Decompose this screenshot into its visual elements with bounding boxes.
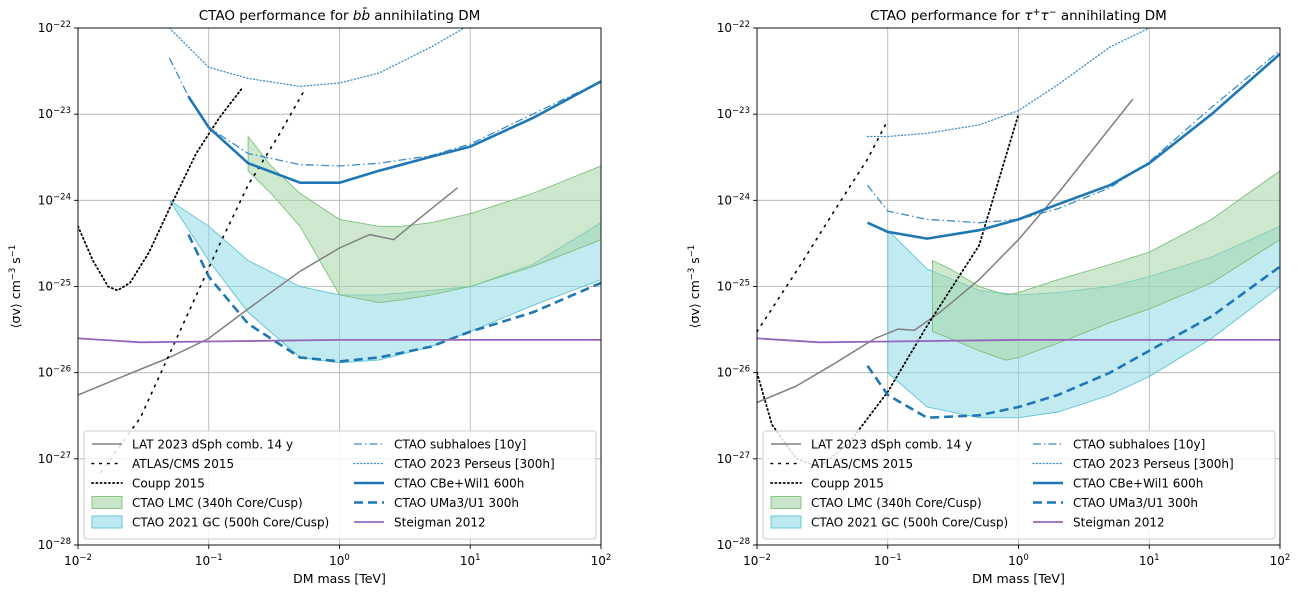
y-tick-label: 10−22 xyxy=(38,20,71,35)
x-axis-label: DM mass [TeV] xyxy=(293,571,386,586)
legend-entry: CTAO LMC (340h Core/Cusp) xyxy=(770,496,982,510)
x-tick-label: 10−2 xyxy=(64,553,92,568)
legend-box xyxy=(762,430,1276,540)
y-tick-label: 10−22 xyxy=(717,20,750,35)
band-ctao-lmc-340h-core-cusp- xyxy=(932,170,1280,361)
legend: LAT 2023 dSph comb. 14 y ATLAS/CMS 2015 Co… xyxy=(83,430,597,540)
legend-label: CTAO 2023 Perseus [300h] xyxy=(1073,457,1234,471)
x-tick-label: 10−1 xyxy=(195,553,223,568)
y-axis-label: ⟨σv⟩ cm−3 s−1 xyxy=(687,245,702,329)
series-coupp-2015 xyxy=(78,87,243,292)
legend-entry: CTAO UMa3/U1 300h xyxy=(354,496,519,510)
legend-swatch xyxy=(770,496,802,509)
chart-title: CTAO performance for bb̄ annihilating DM xyxy=(199,7,481,24)
y-tick-label: 10−26 xyxy=(38,365,71,380)
legend-label: Steigman 2012 xyxy=(394,516,486,530)
legend-entry: CTAO 2023 Perseus [300h] xyxy=(353,457,555,471)
legend-entry: CTAO CBe+Wil1 600h xyxy=(1033,477,1203,491)
legend-entry: CTAO subhaloes [10y] xyxy=(354,438,526,452)
legend-entry: CTAO CBe+Wil1 600h xyxy=(354,477,524,491)
legend-label: Steigman 2012 xyxy=(1073,516,1165,530)
series-ctao-cbe-wil1-600h xyxy=(187,80,601,184)
legend-label: CTAO UMa3/U1 300h xyxy=(1073,496,1198,510)
legend-label: CTAO subhaloes [10y] xyxy=(394,438,526,452)
legend-swatch xyxy=(91,496,123,509)
legend-entry: CTAO 2021 GC (500h Core/Cusp) xyxy=(91,515,329,530)
chart-title: CTAO performance for τ+τ− annihilating D… xyxy=(870,7,1167,25)
legend-swatch xyxy=(770,515,802,529)
series-lat-2023-dsph-comb-14-y xyxy=(757,98,1134,404)
x-tick-label: 101 xyxy=(1139,553,1160,568)
x-tick-label: 101 xyxy=(460,553,481,568)
legend-label: CTAO subhaloes [10y] xyxy=(1073,438,1205,452)
legend-entry: Coupp 2015 xyxy=(770,477,884,491)
y-tick-label: 10−28 xyxy=(717,537,750,552)
legend-entry: LAT 2023 dSph comb. 14 y xyxy=(92,438,293,452)
series-atlas-cms-2015 xyxy=(757,119,889,333)
chart-panel-1: 10−2 10−1 100 101 102 10−28 10−27 10−26 10−25 10−… xyxy=(8,7,611,586)
series-ctao-subhaloes-10y- xyxy=(866,49,1280,224)
legend-entry: CTAO LMC (340h Core/Cusp) xyxy=(91,496,303,510)
y-tick-label: 10−27 xyxy=(717,451,750,466)
series-ctao-uma3-u1-300h xyxy=(866,265,1280,419)
legend-label: CTAO CBe+Wil1 600h xyxy=(1073,477,1203,491)
y-tick-label: 10−25 xyxy=(38,279,71,294)
x-tick-label: 102 xyxy=(591,553,612,568)
legend-entry: CTAO UMa3/U1 300h xyxy=(1033,496,1198,510)
y-tick-label: 10−25 xyxy=(717,279,750,294)
legend-entry: Coupp 2015 xyxy=(91,477,205,491)
legend-label: ATLAS/CMS 2015 xyxy=(132,457,234,471)
legend: LAT 2023 dSph comb. 14 y ATLAS/CMS 2015 Co… xyxy=(762,430,1276,540)
x-tick-label: 10−1 xyxy=(874,553,902,568)
series-lat-2023-dsph-comb-14-y xyxy=(78,187,459,396)
legend-swatch xyxy=(91,515,123,529)
series-steigman-2012 xyxy=(757,337,1280,344)
legend-label: CTAO CBe+Wil1 600h xyxy=(394,477,524,491)
legend-label: CTAO 2021 GC (500h Core/Cusp) xyxy=(811,516,1008,530)
series-steigman-2012 xyxy=(78,337,601,344)
series-ctao-2023-perseus-300h- xyxy=(168,28,466,88)
legend-label: Coupp 2015 xyxy=(811,477,884,491)
x-tick-label: 10−2 xyxy=(743,553,771,568)
chart-panel-2: 10−2 10−1 100 101 102 10−28 10−27 10−26 10−25 10−… xyxy=(687,7,1290,587)
y-tick-label: 10−23 xyxy=(717,106,750,121)
legend-label: CTAO 2021 GC (500h Core/Cusp) xyxy=(132,516,329,530)
legend-label: CTAO LMC (340h Core/Cusp) xyxy=(811,496,982,510)
legend-label: CTAO LMC (340h Core/Cusp) xyxy=(132,496,303,510)
legend-entry: CTAO 2021 GC (500h Core/Cusp) xyxy=(770,515,1008,530)
x-axis-label: DM mass [TeV] xyxy=(972,571,1065,586)
y-tick-label: 10−24 xyxy=(717,192,750,207)
y-axis-label: ⟨σv⟩ cm−3 s−1 xyxy=(8,245,23,329)
legend-entry: CTAO subhaloes [10y] xyxy=(1033,438,1205,452)
legend-label: ATLAS/CMS 2015 xyxy=(811,457,913,471)
x-tick-label: 100 xyxy=(1008,553,1029,568)
legend-label: LAT 2023 dSph comb. 14 y xyxy=(132,438,293,452)
legend-box xyxy=(83,430,597,540)
legend-label: CTAO 2023 Perseus [300h] xyxy=(394,457,555,471)
y-tick-label: 10−24 xyxy=(38,192,71,207)
plot-area xyxy=(78,28,601,473)
legend-entry: Steigman 2012 xyxy=(1033,516,1165,530)
legend-label: CTAO UMa3/U1 300h xyxy=(394,496,519,510)
legend-entry: ATLAS/CMS 2015 xyxy=(770,457,913,471)
legend-entry: Steigman 2012 xyxy=(354,516,486,530)
x-tick-label: 100 xyxy=(329,553,350,568)
series-ctao-uma3-u1-300h xyxy=(187,234,601,363)
y-tick-label: 10−27 xyxy=(38,451,71,466)
band-ctao-lmc-340h-core-cusp- xyxy=(247,135,601,304)
series-ctao-2023-perseus-300h- xyxy=(866,28,1150,138)
legend-entry: LAT 2023 dSph comb. 14 y xyxy=(771,438,972,452)
x-tick-label: 102 xyxy=(1270,553,1291,568)
series-ctao-cbe-wil1-600h xyxy=(866,52,1280,240)
legend-label: LAT 2023 dSph comb. 14 y xyxy=(811,438,972,452)
y-tick-label: 10−28 xyxy=(38,537,71,552)
legend-entry: ATLAS/CMS 2015 xyxy=(91,457,234,471)
series-atlas-cms-2015 xyxy=(100,87,307,473)
y-tick-label: 10−23 xyxy=(38,106,71,121)
y-tick-label: 10−26 xyxy=(717,365,750,380)
legend-label: Coupp 2015 xyxy=(132,477,205,491)
legend-entry: CTAO 2023 Perseus [300h] xyxy=(1032,457,1234,471)
